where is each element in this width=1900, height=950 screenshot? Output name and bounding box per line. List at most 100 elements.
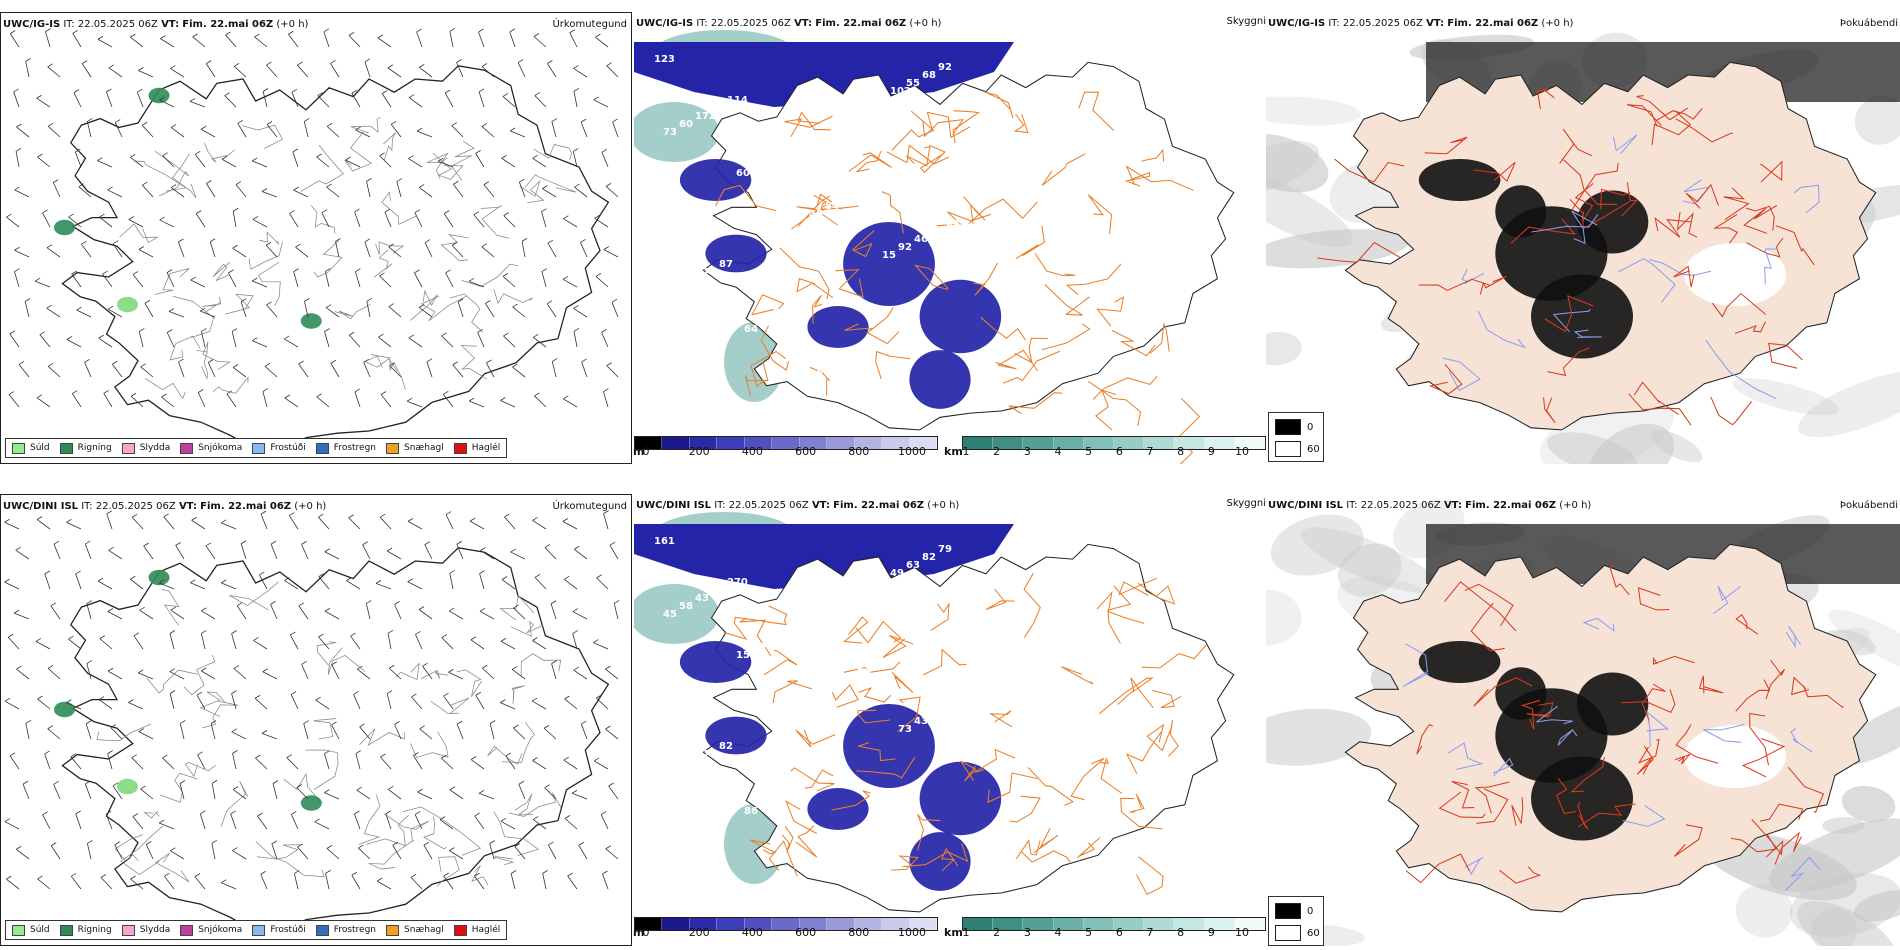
- river: [1705, 339, 1777, 400]
- terrain-contour: [381, 191, 417, 225]
- road: [1136, 856, 1164, 896]
- terrain-contour: [471, 865, 489, 886]
- fog-legend-swatch: [1275, 441, 1301, 457]
- wind-barb-feather: [197, 751, 203, 756]
- colorbar-bin: [882, 918, 910, 930]
- wind-barb: [111, 364, 123, 378]
- wind-barb-feather: [563, 756, 569, 761]
- wind-barb-feather: [479, 607, 486, 612]
- wind-barb: [84, 783, 92, 800]
- wind-barb-feather: [233, 62, 240, 67]
- wind-barb: [130, 395, 144, 408]
- terrain-contour: [450, 141, 475, 181]
- wind-barb: [138, 331, 144, 348]
- wind-barb-feather: [385, 810, 391, 815]
- precip-patch: [148, 87, 170, 104]
- wind-barb-feather: [270, 540, 277, 545]
- wind-barb-feather: [416, 28, 422, 33]
- wind-barb: [388, 788, 402, 800]
- colorbar-tick-label: 3: [1023, 445, 1031, 458]
- road: [1129, 793, 1145, 813]
- road: [973, 262, 998, 296]
- wind-barb: [406, 400, 423, 408]
- road: [1078, 91, 1115, 132]
- wind-barb: [479, 573, 485, 590]
- wind-barb-feather: [73, 89, 80, 93]
- wind-barb: [295, 246, 309, 258]
- wind-barb-feather: [449, 569, 456, 574]
- road: [1146, 723, 1171, 752]
- wind-barb: [407, 520, 423, 530]
- terrain-contour: [96, 723, 152, 742]
- terrain-contour: [313, 718, 337, 740]
- precip-patch: [300, 313, 322, 329]
- wind-barb: [211, 843, 216, 860]
- wind-barb: [240, 543, 247, 560]
- road: [1107, 585, 1132, 644]
- wind-barb: [423, 845, 433, 860]
- wind-barb: [386, 693, 392, 710]
- wind-barb: [132, 816, 144, 830]
- wind-barb: [46, 247, 61, 258]
- road: [1009, 795, 1041, 823]
- wind-barb: [418, 609, 433, 620]
- wind-barb-feather: [163, 513, 169, 518]
- wind-barb: [166, 272, 175, 288]
- terrain-contour: [225, 293, 254, 315]
- cloud-base-label: 92: [898, 242, 912, 253]
- wind-barb-feather: [86, 600, 93, 604]
- wind-barb-feather: [112, 240, 119, 245]
- wind-barb-feather: [394, 721, 400, 725]
- iceland-wind-map: [6, 27, 619, 452]
- fog-index-high: [1418, 159, 1501, 201]
- wind-barb-feather: [36, 94, 42, 99]
- road: [1474, 781, 1510, 814]
- wind-barb: [422, 665, 433, 680]
- wind-barb-feather: [542, 870, 548, 874]
- wind-barb: [4, 821, 20, 830]
- wind-barb-feather: [386, 690, 393, 694]
- colorbar-bin: [1174, 918, 1205, 930]
- wind-barb-feather: [546, 300, 553, 305]
- wind-barb-feather: [324, 789, 330, 793]
- wind-barb: [418, 307, 433, 318]
- wind-barb: [470, 639, 485, 650]
- wind-barb: [601, 332, 609, 348]
- fog-swirl: [1300, 527, 1438, 594]
- wind-barb: [504, 516, 516, 530]
- wind-barb: [478, 792, 495, 800]
- wind-barb-feather: [84, 358, 90, 363]
- road: [1020, 850, 1071, 863]
- wind-barb-feather: [16, 845, 22, 850]
- wind-barb-feather: [253, 637, 259, 641]
- road: [772, 680, 813, 704]
- wind-barb: [573, 331, 578, 348]
- wind-barb-feather: [266, 121, 273, 125]
- road: [785, 800, 818, 834]
- wind-barb: [252, 160, 268, 168]
- road: [1077, 837, 1101, 859]
- wind-barb: [284, 580, 299, 590]
- terrain-contour: [350, 117, 381, 134]
- wind-barb-feather: [37, 695, 43, 700]
- road: [1520, 699, 1540, 730]
- wind-barb-feather: [137, 88, 143, 93]
- wind-barb: [572, 151, 578, 168]
- wind-barb-feather: [24, 298, 31, 302]
- wind-barb: [232, 367, 247, 378]
- wind-barb-feather: [468, 397, 475, 402]
- cloud-base-unit: m: [633, 926, 645, 939]
- wind-barb-feather: [284, 394, 290, 399]
- wind-barb-feather: [379, 152, 385, 157]
- wind-barb: [563, 398, 578, 408]
- terrain-contour: [402, 806, 482, 856]
- terrain-contour: [241, 124, 284, 149]
- wind-barb-feather: [236, 602, 243, 607]
- wind-barb-feather: [449, 847, 455, 851]
- road: [1674, 824, 1703, 857]
- wind-barb: [303, 121, 309, 138]
- wind-barb-feather: [321, 209, 328, 214]
- wind-barb-feather: [47, 63, 53, 68]
- terrain-contour: [120, 825, 164, 875]
- wind-barb-feather: [271, 840, 278, 845]
